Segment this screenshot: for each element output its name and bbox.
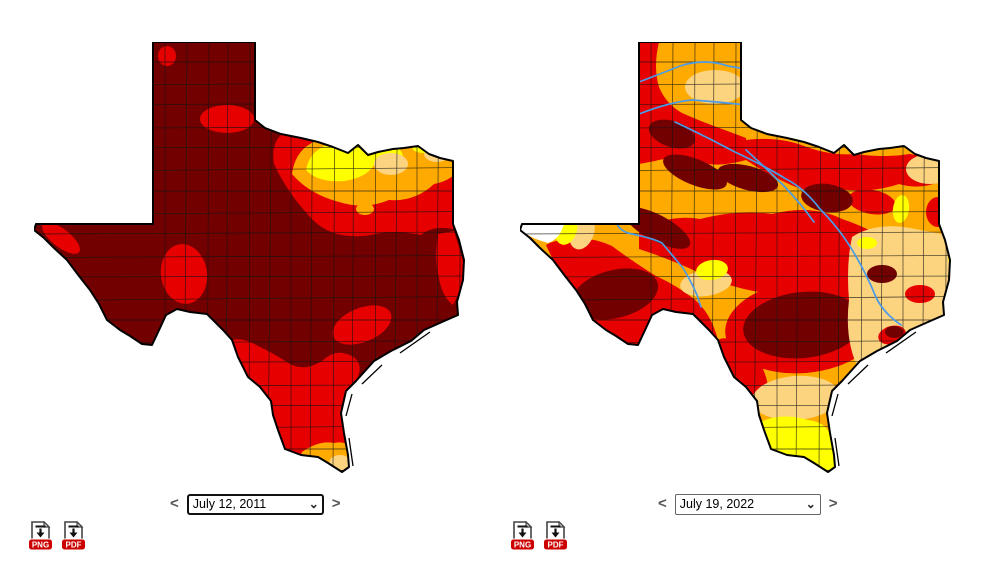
document-download-icon: PDF	[543, 521, 568, 551]
left-png-download-button[interactable]: PNG	[28, 521, 53, 552]
texas-drought-map-2022	[519, 41, 951, 473]
right-date-select-wrap: July 19, 2022 ⌄	[674, 493, 821, 515]
right-pdf-download-button[interactable]: PDF	[543, 521, 568, 552]
document-download-icon: PNG	[510, 521, 535, 551]
left-map	[33, 41, 471, 473]
right-download-buttons: PNG PDF	[510, 521, 568, 552]
document-download-icon: PNG	[28, 521, 53, 551]
left-pdf-download-button[interactable]: PDF	[61, 521, 86, 552]
barrier-islands	[831, 331, 917, 467]
rivers	[616, 61, 902, 326]
right-date-nav: < July 19, 2022 ⌄ >	[658, 492, 838, 516]
left-prev-date-button[interactable]: <	[170, 495, 179, 512]
left-next-date-button[interactable]: >	[331, 495, 341, 512]
right-date-select[interactable]: July 19, 2022	[674, 493, 821, 515]
left-date-select[interactable]: July 12, 2011	[186, 493, 324, 515]
download-format-label: PDF	[548, 540, 564, 549]
right-map	[519, 41, 957, 473]
right-png-download-button[interactable]: PNG	[510, 521, 535, 552]
right-next-date-button[interactable]: >	[828, 495, 838, 512]
left-download-buttons: PNG PDF	[28, 521, 86, 552]
right-prev-date-button[interactable]: <	[658, 495, 667, 512]
download-format-label: PNG	[514, 540, 531, 549]
download-format-label: PDF	[66, 540, 82, 549]
state-outline	[33, 41, 465, 473]
document-download-icon: PDF	[61, 521, 86, 551]
left-date-nav: < July 12, 2011 ⌄ >	[170, 492, 341, 516]
barrier-islands	[345, 331, 431, 467]
state-outline	[519, 41, 951, 473]
download-format-label: PNG	[32, 540, 49, 549]
left-date-select-wrap: July 12, 2011 ⌄	[186, 493, 324, 515]
texas-drought-map-2011	[33, 41, 465, 473]
